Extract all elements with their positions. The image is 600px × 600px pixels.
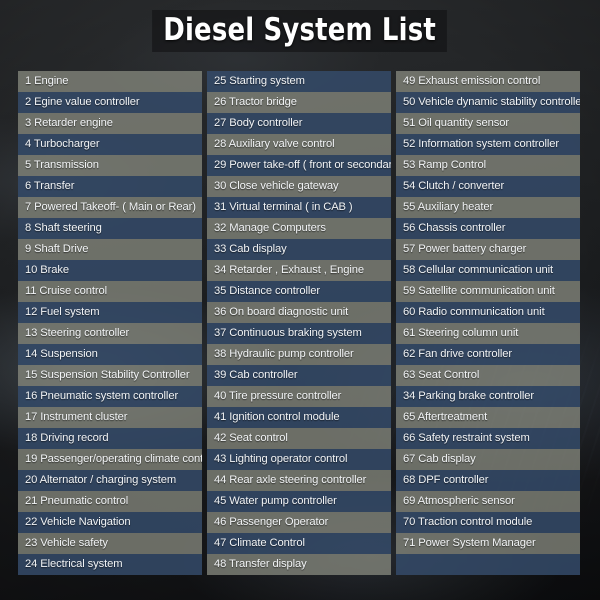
system-row[interactable]: 46 Passenger Operator [207,512,391,533]
system-row[interactable]: 70 Traction control module [396,512,580,533]
system-row[interactable]: 48 Transfer display [207,554,391,575]
system-row[interactable]: 51 Oil quantity sensor [396,113,580,134]
system-row[interactable]: 20 Alternator / charging system [18,470,202,491]
system-row[interactable]: 68 DPF controller [396,470,580,491]
system-row[interactable]: 13 Steering controller [18,323,202,344]
system-row[interactable]: 15 Suspension Stability Controller [18,365,202,386]
system-row[interactable]: 59 Satellite communication unit [396,281,580,302]
system-row[interactable]: 71 Power System Manager [396,533,580,554]
system-row[interactable]: 56 Chassis controller [396,218,580,239]
system-row[interactable]: 61 Steering column unit [396,323,580,344]
system-row[interactable]: 67 Cab display [396,449,580,470]
system-row[interactable]: 30 Close vehicle gateway [207,176,391,197]
system-row[interactable]: 35 Distance controller [207,281,391,302]
system-row[interactable]: 14 Suspension [18,344,202,365]
system-row[interactable]: 41 Ignition control module [207,407,391,428]
system-row[interactable]: 43 Lighting operator control [207,449,391,470]
column-2: 25 Starting system 26 Tractor bridge 27 Bo… [207,71,391,575]
diesel-system-table: 1 Engine 2 Egine value controller 3 Retard… [18,71,580,575]
system-row[interactable]: 23 Vehicle safety [18,533,202,554]
system-row[interactable]: 24 Electrical system [18,554,202,575]
system-row[interactable]: 29 Power take-off ( front or secondary ) [207,155,391,176]
system-row[interactable]: 5 Transmission [18,155,202,176]
system-row[interactable]: 44 Rear axle steering controller [207,470,391,491]
system-row[interactable]: 17 Instrument cluster [18,407,202,428]
system-row[interactable]: 32 Manage Computers [207,218,391,239]
column-3: 49 Exhaust emission control 50 Vehicle dy… [396,71,580,575]
page-title: Diesel System List [152,10,448,52]
system-row[interactable]: 57 Power battery charger [396,239,580,260]
system-row[interactable]: 65 Aftertreatment [396,407,580,428]
system-row[interactable]: 31 Virtual terminal ( in CAB ) [207,197,391,218]
system-row[interactable]: 60 Radio communication unit [396,302,580,323]
system-row[interactable]: 27 Body controller [207,113,391,134]
system-row[interactable]: 4 Turbocharger [18,134,202,155]
system-row[interactable]: 45 Water pump controller [207,491,391,512]
system-row[interactable]: 66 Safety restraint system [396,428,580,449]
system-row[interactable]: 63 Seat Control [396,365,580,386]
system-row[interactable]: 49 Exhaust emission control [396,71,580,92]
system-row[interactable]: 52 Information system controller [396,134,580,155]
system-row[interactable]: 34 Parking brake controller [396,386,580,407]
system-row[interactable]: 50 Vehicle dynamic stability controller [396,92,580,113]
system-row[interactable]: 62 Fan drive controller [396,344,580,365]
system-row[interactable]: 1 Engine [18,71,202,92]
system-row[interactable]: 69 Atmospheric sensor [396,491,580,512]
system-row[interactable]: 10 Brake [18,260,202,281]
system-row[interactable]: 16 Pneumatic system controller [18,386,202,407]
system-row[interactable]: 18 Driving record [18,428,202,449]
system-row[interactable]: 28 Auxiliary valve control [207,134,391,155]
system-row[interactable]: 53 Ramp Control [396,155,580,176]
system-row[interactable]: 22 Vehicle Navigation [18,512,202,533]
system-row[interactable]: 2 Egine value controller [18,92,202,113]
column-1: 1 Engine 2 Egine value controller 3 Retard… [18,71,202,575]
system-row[interactable]: 47 Climate Control [207,533,391,554]
system-row[interactable]: 21 Pneumatic control [18,491,202,512]
system-row[interactable]: 42 Seat control [207,428,391,449]
system-row[interactable]: 25 Starting system [207,71,391,92]
system-row[interactable]: 11 Cruise control [18,281,202,302]
system-row[interactable]: 9 Shaft Drive [18,239,202,260]
system-row[interactable]: 7 Powered Takeoff- ( Main or Rear) [18,197,202,218]
system-row[interactable]: 40 Tire pressure controller [207,386,391,407]
system-row[interactable]: 26 Tractor bridge [207,92,391,113]
system-row[interactable]: 33 Cab display [207,239,391,260]
system-row[interactable]: 58 Cellular communication unit [396,260,580,281]
system-row[interactable]: 12 Fuel system [18,302,202,323]
system-row[interactable]: 55 Auxiliary heater [396,197,580,218]
system-row[interactable]: 8 Shaft steering [18,218,202,239]
system-row[interactable]: 37 Continuous braking system [207,323,391,344]
system-row[interactable]: 36 On board diagnostic unit [207,302,391,323]
system-row[interactable]: 3 Retarder engine [18,113,202,134]
system-row[interactable]: 19 Passenger/operating climate control [18,449,202,470]
system-row-empty [396,554,580,575]
system-row[interactable]: 6 Transfer [18,176,202,197]
system-row[interactable]: 34 Retarder , Exhaust , Engine [207,260,391,281]
system-row[interactable]: 39 Cab controller [207,365,391,386]
title-bar: Diesel System List [0,0,600,62]
system-row[interactable]: 54 Clutch / converter [396,176,580,197]
system-row[interactable]: 38 Hydraulic pump controller [207,344,391,365]
